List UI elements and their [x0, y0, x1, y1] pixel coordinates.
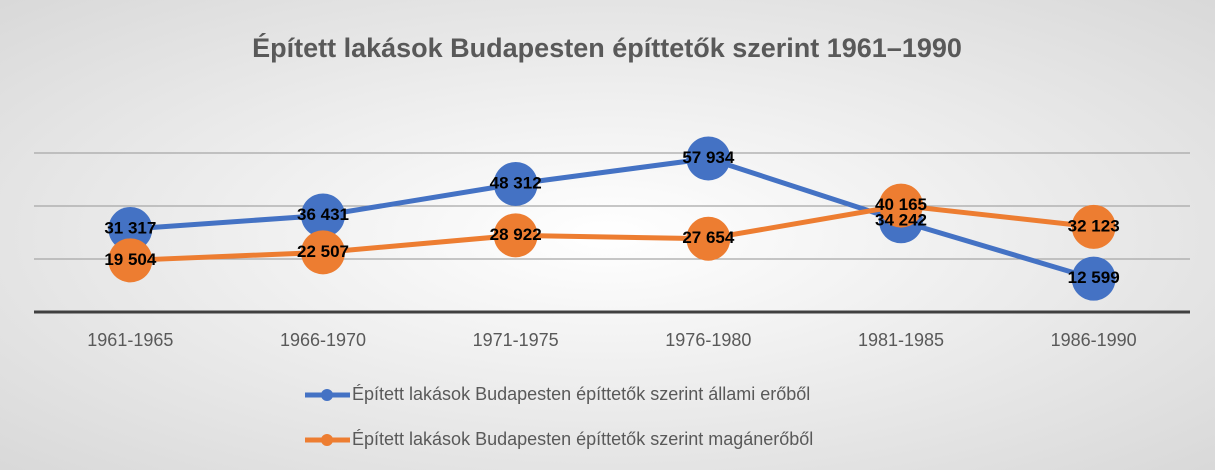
- data-label: 57 934: [682, 148, 735, 167]
- x-tick-label: 1971-1975: [473, 330, 559, 350]
- marker: [1071, 204, 1116, 249]
- data-label: 19 504: [104, 250, 157, 269]
- marker: [1071, 256, 1116, 301]
- legend-label: Épített lakások Budapesten építtetők sze…: [352, 429, 813, 449]
- legend-marker: [321, 389, 333, 401]
- data-label: 22 507: [297, 242, 349, 261]
- data-label: 31 317: [104, 218, 156, 237]
- data-label: 27 654: [682, 228, 735, 247]
- data-label: 34 242: [875, 211, 927, 230]
- x-tick-label: 1961-1965: [87, 330, 173, 350]
- data-label: 32 123: [1068, 216, 1120, 235]
- x-tick-label: 1966-1970: [280, 330, 366, 350]
- series-line: [130, 203, 1094, 263]
- marker: [686, 216, 731, 261]
- chart-title: Épített lakások Budapesten építtetők sze…: [252, 32, 962, 63]
- x-tick-label: 1981-1985: [858, 330, 944, 350]
- legend-label: Épített lakások Budapesten építtetők sze…: [352, 384, 810, 404]
- marker: [493, 161, 538, 206]
- data-label: 36 431: [297, 205, 349, 224]
- legend-marker: [321, 434, 333, 446]
- marker: [301, 193, 345, 238]
- marker: [108, 207, 153, 252]
- x-tick-label: 1986-1990: [1051, 330, 1137, 350]
- series-line: [130, 155, 1095, 282]
- marker: [879, 183, 923, 228]
- marker: [686, 136, 731, 181]
- x-tick-label: 1976-1980: [665, 330, 751, 350]
- data-label: 40 165: [875, 195, 927, 214]
- data-label: 12 599: [1068, 268, 1120, 287]
- data-label: 48 312: [490, 173, 542, 192]
- data-label: 28 922: [490, 225, 542, 244]
- marker: [301, 230, 345, 275]
- marker: [493, 213, 538, 258]
- marker: [108, 238, 153, 283]
